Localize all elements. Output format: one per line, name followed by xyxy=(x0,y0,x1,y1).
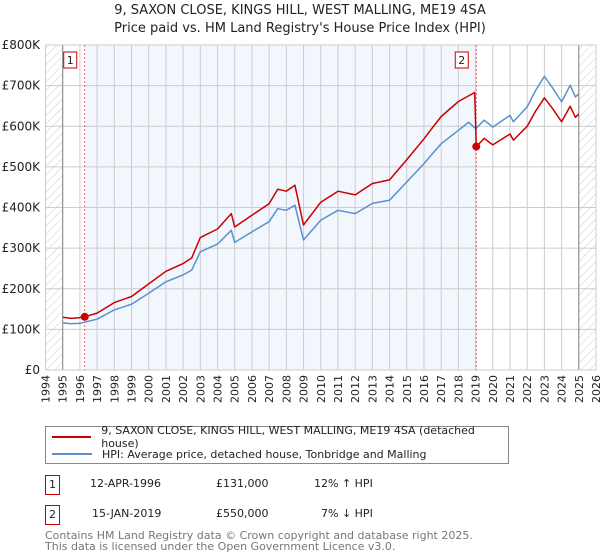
x-tick-label: 2016 xyxy=(418,375,431,403)
hpi-line xyxy=(62,75,580,325)
transaction-number: 2 xyxy=(45,505,60,525)
y-tick-label: £400K xyxy=(2,201,42,215)
x-tick-label: 1996 xyxy=(74,375,87,403)
plot-border xyxy=(45,44,597,371)
x-tick-label: 2017 xyxy=(435,375,448,403)
x-tick-label: 2024 xyxy=(556,375,569,403)
chart-legend: 9, SAXON CLOSE, KINGS HILL, WEST MALLING… xyxy=(45,424,509,464)
x-tick-label: 2015 xyxy=(401,375,414,403)
x-tick-label: 2014 xyxy=(384,375,397,403)
sale-label: 1 xyxy=(67,54,74,67)
transaction-date: 15-JAN-2019 xyxy=(92,507,162,520)
x-tick-label: 1997 xyxy=(91,375,104,403)
chart-title: 9, SAXON CLOSE, KINGS HILL, WEST MALLING… xyxy=(114,3,486,18)
y-tick-label: £100K xyxy=(2,322,42,336)
x-tick-label: 2013 xyxy=(366,375,379,403)
y-tick-label: £300K xyxy=(2,241,42,255)
x-tick-label: 2022 xyxy=(521,375,534,403)
x-tick-label: 2003 xyxy=(194,375,207,403)
x-tick-label: 1995 xyxy=(57,375,70,403)
x-tick-label: 2025 xyxy=(573,375,586,403)
x-tick-label: 2009 xyxy=(298,375,311,403)
footer: Contains HM Land Registry data © Crown c… xyxy=(45,530,473,552)
table-row: 2 15-JAN-2019 £550,000 7% ↓ HPI xyxy=(45,505,445,525)
transaction-price: £550,000 xyxy=(216,507,269,520)
legend-item-property: 9, SAXON CLOSE, KINGS HILL, WEST MALLING… xyxy=(52,424,508,450)
legend-item-hpi: HPI: Average price, detached house, Tonb… xyxy=(52,446,427,462)
y-tick-label: £600K xyxy=(2,119,42,133)
property-price-line xyxy=(62,91,580,320)
chart-subtitle: Price paid vs. HM Land Registry's House … xyxy=(114,21,486,36)
x-tick-label: 2000 xyxy=(143,375,156,403)
legend-label-hpi: HPI: Average price, detached house, Tonb… xyxy=(102,447,427,461)
y-tick-label: £700K xyxy=(2,79,42,93)
y-tick-label: £500K xyxy=(2,160,42,174)
x-tick-label: 2001 xyxy=(160,375,173,403)
transaction-date: 12-APR-1996 xyxy=(90,477,162,490)
x-tick-label: 2006 xyxy=(246,375,259,403)
x-tick-label: 2023 xyxy=(538,375,551,403)
price-chart: 1 2 1994 1995 1996 1997 1998 1999 2000 2001 2002 20… xyxy=(2,38,600,403)
x-tick-label: 2011 xyxy=(332,375,345,403)
x-tick-label: 1998 xyxy=(108,375,121,403)
y-tick-label: £0 xyxy=(25,363,40,377)
footer-copyright: Contains HM Land Registry data © Crown c… xyxy=(45,529,473,542)
x-tick-label: 2005 xyxy=(229,375,242,403)
x-tick-label: 2002 xyxy=(177,375,190,403)
x-tick-label: 2012 xyxy=(349,375,362,403)
sale-label: 2 xyxy=(458,54,465,67)
x-tick-label: 2021 xyxy=(504,375,517,403)
table-row: 1 12-APR-1996 £131,000 12% ↑ HPI xyxy=(45,475,445,495)
x-tick-label: 2008 xyxy=(280,375,293,403)
x-tick-label: 2019 xyxy=(470,375,483,403)
x-tick-label: 2020 xyxy=(487,375,500,403)
sale-label-box xyxy=(63,51,78,69)
x-tick-label: 2004 xyxy=(212,375,225,403)
sale-label-box xyxy=(454,51,469,69)
x-tick-label: 2010 xyxy=(315,375,328,403)
transaction-hpi-diff: 12% ↑ HPI xyxy=(314,477,373,490)
x-tick-label: 1999 xyxy=(126,375,139,403)
y-tick-label: £200K xyxy=(2,282,42,296)
transaction-price: £131,000 xyxy=(216,477,269,490)
transaction-hpi-diff: 7% ↓ HPI xyxy=(321,507,373,520)
sale-point xyxy=(80,312,89,321)
x-tick-label: 1994 xyxy=(40,375,53,403)
transaction-number: 1 xyxy=(45,475,60,495)
legend-label-property: 9, SAXON CLOSE, KINGS HILL, WEST MALLING… xyxy=(101,424,475,450)
y-tick-label: £800K xyxy=(2,38,42,52)
footer-licence: This data is licensed under the Open Gov… xyxy=(45,540,396,553)
legend-swatch-blue xyxy=(52,453,92,455)
sale-point xyxy=(472,142,481,151)
legend-swatch-red xyxy=(52,436,92,438)
x-tick-label: 2018 xyxy=(452,375,465,403)
x-tick-label: 2007 xyxy=(263,375,276,403)
x-tick-label: 2026 xyxy=(590,375,600,403)
